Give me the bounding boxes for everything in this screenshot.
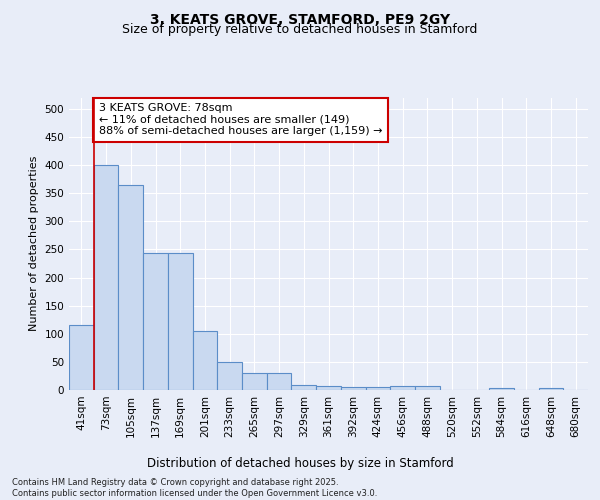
Bar	[143, 254, 168, 390]
Bar	[118, 184, 143, 390]
Bar	[489, 388, 514, 390]
Text: Contains HM Land Registry data © Crown copyright and database right 2025.
Contai: Contains HM Land Registry data © Crown c…	[12, 478, 377, 498]
Bar	[168, 254, 193, 390]
Text: 3, KEATS GROVE, STAMFORD, PE9 2GY: 3, KEATS GROVE, STAMFORD, PE9 2GY	[150, 12, 450, 26]
Text: 3 KEATS GROVE: 78sqm
← 11% of detached houses are smaller (149)
88% of semi-deta: 3 KEATS GROVE: 78sqm ← 11% of detached h…	[98, 103, 382, 136]
Bar	[94, 165, 118, 390]
Bar	[415, 386, 440, 390]
Text: Size of property relative to detached houses in Stamford: Size of property relative to detached ho…	[122, 24, 478, 36]
Bar	[242, 373, 267, 390]
Text: Distribution of detached houses by size in Stamford: Distribution of detached houses by size …	[146, 458, 454, 470]
Bar	[316, 386, 341, 390]
Bar	[341, 387, 365, 390]
Bar	[365, 387, 390, 390]
Y-axis label: Number of detached properties: Number of detached properties	[29, 156, 39, 332]
Bar	[69, 326, 94, 390]
Bar	[193, 331, 217, 390]
Bar	[390, 386, 415, 390]
Bar	[292, 385, 316, 390]
Bar	[539, 388, 563, 390]
Bar	[267, 373, 292, 390]
Bar	[217, 362, 242, 390]
